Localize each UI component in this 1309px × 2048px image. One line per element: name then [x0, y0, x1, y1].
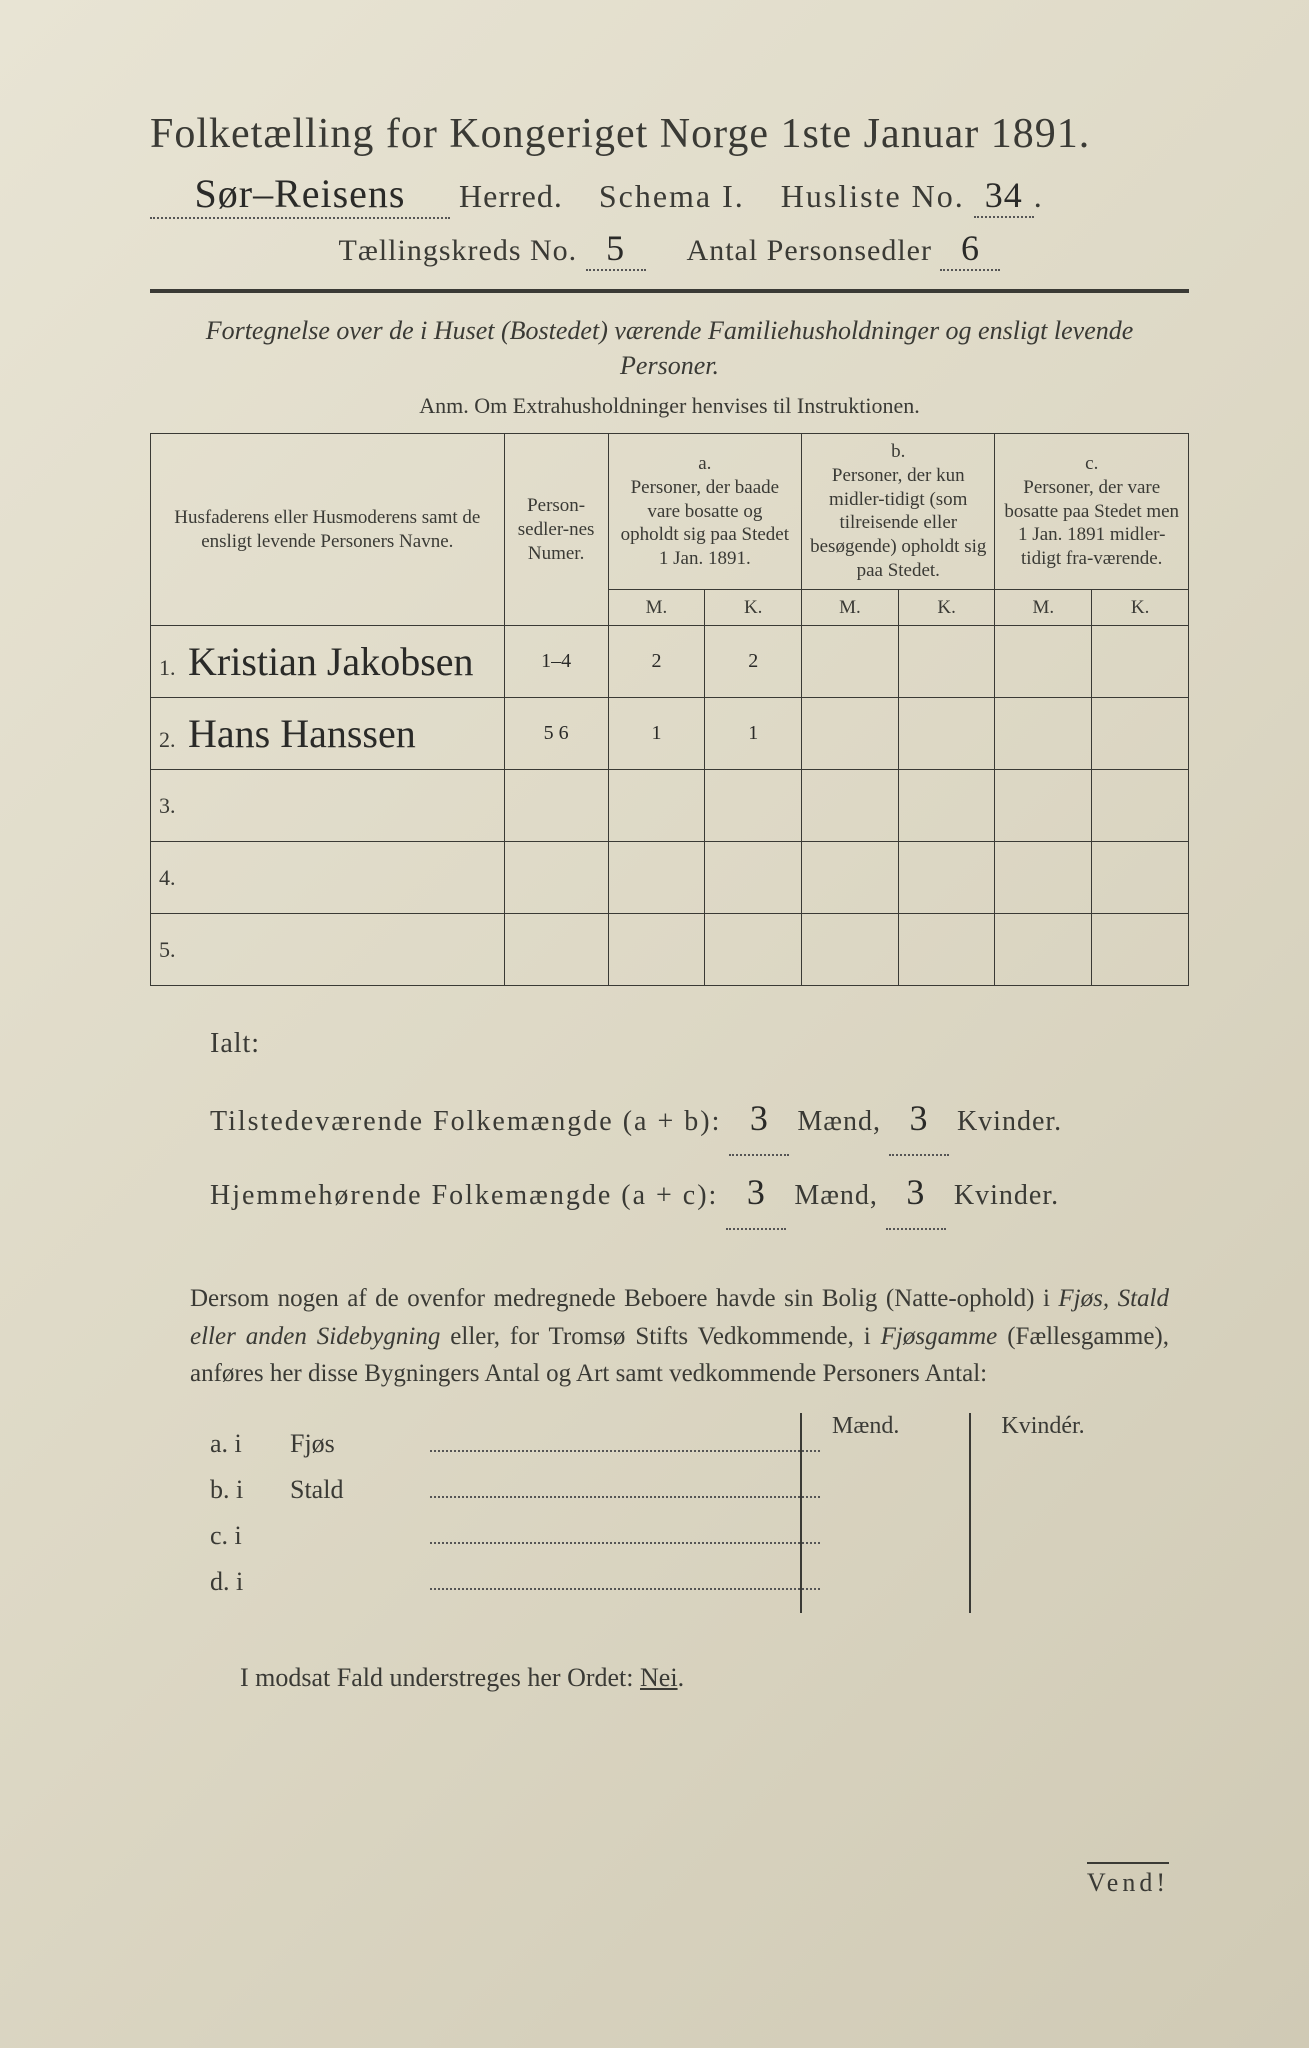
th-c: c. Personer, der vare bosatte paa Stedet… — [995, 434, 1189, 590]
table-row: 1. Kristian Jakobsen1–422 — [151, 626, 1189, 698]
census-form-page: Folketælling for Kongeriget Norge 1ste J… — [0, 0, 1309, 2048]
table-row: 2. Hans Hanssen5 611 — [151, 698, 1189, 770]
instruction-paragraph: Dersom nogen af de ovenfor medregnede Be… — [190, 1280, 1169, 1393]
th-b-k: K. — [898, 589, 995, 626]
census-table: Husfaderens eller Husmoderens samt de en… — [150, 433, 1189, 986]
th-a-k: K. — [705, 589, 802, 626]
th-b: b. Personer, der kun midler-tidigt (som … — [802, 434, 995, 590]
table-row: 3. — [151, 770, 1189, 842]
vend-label: Vend! — [1087, 1862, 1169, 1898]
table-row: 4. — [151, 842, 1189, 914]
table-row: 5. — [151, 914, 1189, 986]
side-head-m: Mænd. — [800, 1413, 929, 1613]
side-row: d. i — [210, 1567, 830, 1613]
herred-label: Herred. — [459, 178, 563, 214]
th-name: Husfaderens eller Husmoderens samt de en… — [151, 434, 505, 626]
husliste-label: Husliste No. — [781, 178, 965, 214]
side-mk-head: Mænd. Kvindér. — [800, 1413, 1189, 1613]
page-title: Folketælling for Kongeriget Norge 1ste J… — [150, 110, 1189, 158]
table-body: 1. Kristian Jakobsen1–4222. Hans Hanssen… — [151, 626, 1189, 986]
divider — [150, 289, 1189, 293]
ialt-label: Ialt: — [210, 1016, 1189, 1072]
herred-value: Sør–Reisens — [150, 170, 450, 219]
side-building-list: a. iFjøsb. iStaldc. id. i — [210, 1429, 830, 1613]
th-num: Person-sedler-nes Numer. — [504, 434, 608, 626]
totals-line-2: Hjemmehørende Folkemængde (a + c): 3 Mæn… — [210, 1156, 1189, 1230]
totals-block: Ialt: Tilstedeværende Folkemængde (a + b… — [150, 1016, 1189, 1230]
th-a: a. Personer, der baade vare bosatte og o… — [608, 434, 801, 590]
nei-line: I modsat Fald understreges her Ordet: Ne… — [240, 1663, 1189, 1693]
husliste-no: 34 — [974, 174, 1034, 218]
th-b-m: M. — [802, 589, 899, 626]
th-c-m: M. — [995, 589, 1092, 626]
side-row: a. iFjøs — [210, 1429, 830, 1475]
anm-note: Anm. Om Extrahusholdninger henvises til … — [150, 393, 1189, 419]
kreds-no: 5 — [586, 227, 646, 271]
subtitle: Fortegnelse over de i Huset (Bostedet) v… — [190, 313, 1149, 383]
side-head-k: Kvindér. — [969, 1413, 1114, 1613]
side-row: b. iStald — [210, 1475, 830, 1521]
kreds-label: Tællingskreds No. — [339, 234, 578, 267]
th-a-m: M. — [608, 589, 705, 626]
herred-line: Sør–Reisens Herred. Schema I. Husliste N… — [150, 170, 1189, 219]
antal-val: 6 — [940, 227, 1000, 271]
th-c-k: K. — [1092, 589, 1189, 626]
schema-label: Schema I. — [599, 178, 745, 214]
kreds-line: Tællingskreds No. 5 Antal Personsedler 6 — [150, 227, 1189, 271]
antal-label: Antal Personsedler — [687, 234, 932, 267]
totals-line-1: Tilstedeværende Folkemængde (a + b): 3 M… — [210, 1082, 1189, 1156]
side-row: c. i — [210, 1521, 830, 1567]
